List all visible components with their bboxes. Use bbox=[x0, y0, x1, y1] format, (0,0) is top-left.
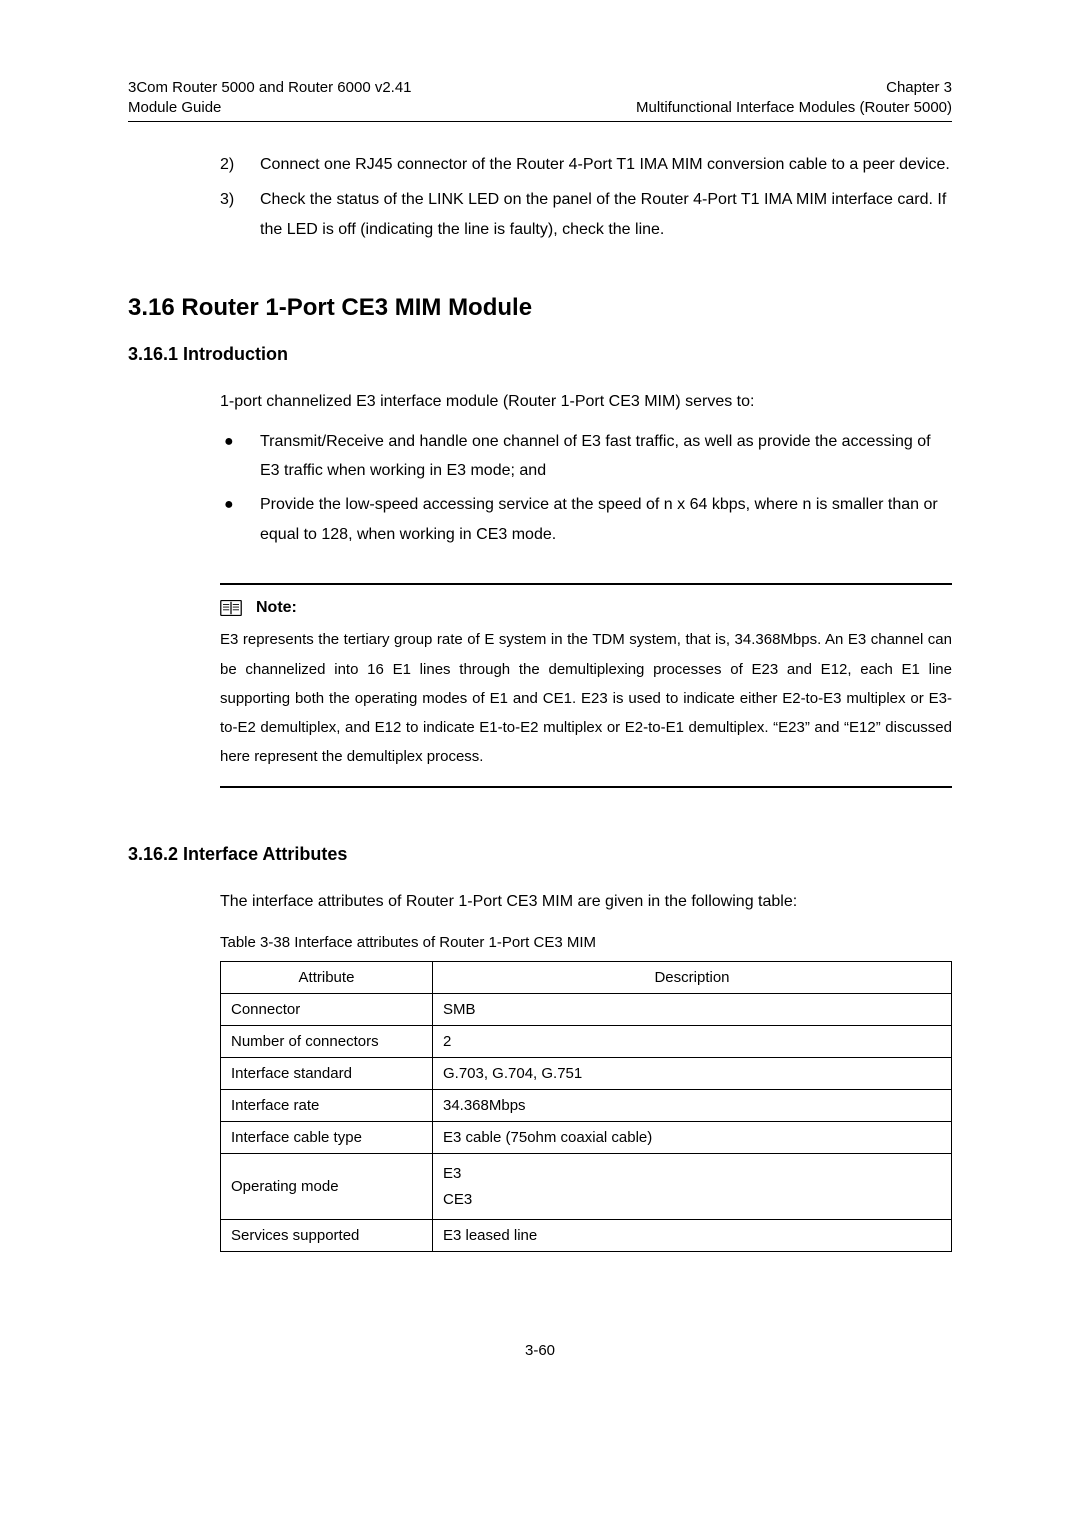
step-item: 3) Check the status of the LINK LED on t… bbox=[220, 185, 952, 244]
subsection-heading-intro: 3.16.1 Introduction bbox=[128, 344, 952, 365]
intro-lead: 1-port channelized E3 interface module (… bbox=[220, 387, 952, 417]
header-left: 3Com Router 5000 and Router 6000 v2.41 M… bbox=[128, 78, 412, 119]
section-heading: 3.16 Router 1-Port CE3 MIM Module bbox=[128, 294, 952, 322]
bullet-text: Transmit/Receive and handle one channel … bbox=[260, 427, 952, 486]
table-row: Services supported E3 leased line bbox=[221, 1220, 952, 1252]
header-rule bbox=[128, 121, 952, 122]
page-number: 3-60 bbox=[128, 1342, 952, 1359]
header-right: Chapter 3 Multifunctional Interface Modu… bbox=[636, 78, 952, 119]
bullet-text: Provide the low-speed accessing service … bbox=[260, 490, 952, 549]
cell-attr: Interface standard bbox=[221, 1058, 433, 1090]
note-label: Note: bbox=[256, 599, 297, 617]
bullet-marker: ● bbox=[220, 490, 260, 549]
header-chapter: Chapter 3 bbox=[636, 78, 952, 98]
cell-attr: Operating mode bbox=[221, 1154, 433, 1220]
bullet-item: ● Transmit/Receive and handle one channe… bbox=[220, 427, 952, 486]
col-header-description: Description bbox=[432, 962, 951, 994]
table-row: Interface rate 34.368Mbps bbox=[221, 1090, 952, 1122]
note-head: Note: bbox=[220, 599, 952, 617]
header-product: 3Com Router 5000 and Router 6000 v2.41 bbox=[128, 78, 412, 98]
step-number: 2) bbox=[220, 150, 260, 180]
cell-attr: Number of connectors bbox=[221, 1026, 433, 1058]
header-guide: Module Guide bbox=[128, 98, 412, 118]
bullet-item: ● Provide the low-speed accessing servic… bbox=[220, 490, 952, 549]
attrs-lead: The interface attributes of Router 1-Por… bbox=[220, 887, 952, 917]
step-text: Connect one RJ45 connector of the Router… bbox=[260, 150, 952, 180]
page-header: 3Com Router 5000 and Router 6000 v2.41 M… bbox=[128, 78, 952, 119]
table-row: Number of connectors 2 bbox=[221, 1026, 952, 1058]
cell-attr: Interface rate bbox=[221, 1090, 433, 1122]
cell-desc: E3CE3 bbox=[432, 1154, 951, 1220]
table-row: Interface standard G.703, G.704, G.751 bbox=[221, 1058, 952, 1090]
intro-bullets: ● Transmit/Receive and handle one channe… bbox=[220, 427, 952, 549]
cell-desc: E3 cable (75ohm coaxial cable) bbox=[432, 1122, 951, 1154]
book-icon bbox=[220, 600, 242, 616]
col-header-attribute: Attribute bbox=[221, 962, 433, 994]
header-subtitle: Multifunctional Interface Modules (Route… bbox=[636, 98, 952, 118]
table-row: Operating mode E3CE3 bbox=[221, 1154, 952, 1220]
note-rule-bottom bbox=[220, 786, 952, 788]
note-body: E3 represents the tertiary group rate of… bbox=[220, 625, 952, 771]
note-block: Note: E3 represents the tertiary group r… bbox=[220, 583, 952, 787]
step-item: 2) Connect one RJ45 connector of the Rou… bbox=[220, 150, 952, 180]
cell-desc: E3 leased line bbox=[432, 1220, 951, 1252]
table-row: Interface cable type E3 cable (75ohm coa… bbox=[221, 1122, 952, 1154]
attributes-table: Attribute Description Connector SMB Numb… bbox=[220, 961, 952, 1252]
bullet-marker: ● bbox=[220, 427, 260, 486]
step-text: Check the status of the LINK LED on the … bbox=[260, 185, 952, 244]
table-caption: Table 3-38 Interface attributes of Route… bbox=[220, 934, 952, 951]
step-number: 3) bbox=[220, 185, 260, 244]
cell-attr: Interface cable type bbox=[221, 1122, 433, 1154]
table-row: Connector SMB bbox=[221, 994, 952, 1026]
note-rule-top bbox=[220, 583, 952, 585]
cell-desc: 34.368Mbps bbox=[432, 1090, 951, 1122]
numbered-steps: 2) Connect one RJ45 connector of the Rou… bbox=[220, 150, 952, 245]
table-header-row: Attribute Description bbox=[221, 962, 952, 994]
subsection-heading-attrs: 3.16.2 Interface Attributes bbox=[128, 844, 952, 865]
cell-attr: Services supported bbox=[221, 1220, 433, 1252]
cell-desc: 2 bbox=[432, 1026, 951, 1058]
cell-desc: SMB bbox=[432, 994, 951, 1026]
cell-attr: Connector bbox=[221, 994, 433, 1026]
cell-desc: G.703, G.704, G.751 bbox=[432, 1058, 951, 1090]
